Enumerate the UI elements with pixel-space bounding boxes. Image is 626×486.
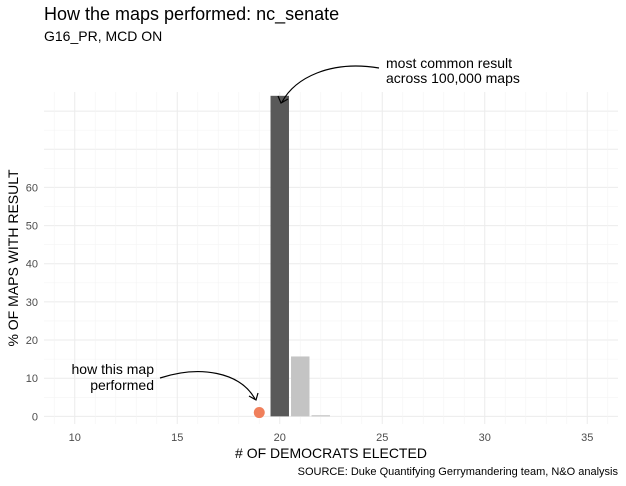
annotation-most-common-arrow [281, 65, 380, 103]
grid-lines [44, 92, 618, 424]
chart-subtitle: G16_PR, MCD ON [44, 28, 163, 44]
y-tick-label: 30 [26, 297, 38, 309]
annotation-this-map-arrow [159, 371, 256, 400]
annotation-most-common-line2: across 100,000 maps [386, 70, 520, 86]
y-tick-label: 60 [26, 182, 38, 194]
annotation-this-map-arrowhead [248, 392, 259, 401]
y-tick-label: 0 [32, 411, 38, 423]
x-tick-label: 25 [376, 432, 388, 444]
x-tick-label: 15 [171, 432, 183, 444]
bar-22 [311, 415, 330, 417]
y-tick-label: 40 [26, 259, 38, 271]
y-axis-title: % OF MAPS WITH RESULT [5, 169, 21, 347]
chart-title: How the maps performed: nc_senate [44, 4, 340, 24]
y-tick-label: 10 [26, 373, 38, 385]
x-tick-label: 20 [274, 432, 286, 444]
bar-20 [270, 95, 289, 417]
this-map-marker [253, 407, 265, 419]
annotation-this-map: how this map performed [72, 361, 259, 401]
annotation-most-common: most common result across 100,000 maps [277, 55, 520, 104]
chart-caption: SOURCE: Duke Quantifying Gerrymandering … [297, 466, 618, 478]
x-axis-title: # OF DEMOCRATS ELECTED [235, 445, 427, 461]
bar-21 [291, 356, 310, 417]
y-tick-label: 20 [26, 335, 38, 347]
annotation-this-map-line1: how this map [72, 361, 155, 377]
x-tick-labels: 10 15 20 25 30 35 [69, 432, 594, 444]
annotation-most-common-line1: most common result [386, 55, 512, 71]
this-map-marker-group [253, 407, 265, 419]
x-tick-label: 10 [69, 432, 81, 444]
y-tick-label: 50 [26, 221, 38, 233]
x-tick-label: 35 [581, 432, 593, 444]
annotation-most-common-arrowhead [277, 95, 289, 104]
y-tick-labels: 0 10 20 30 40 50 60 [26, 182, 38, 423]
x-tick-label: 30 [479, 432, 491, 444]
annotation-this-map-line2: performed [90, 377, 154, 393]
bars [270, 95, 330, 417]
